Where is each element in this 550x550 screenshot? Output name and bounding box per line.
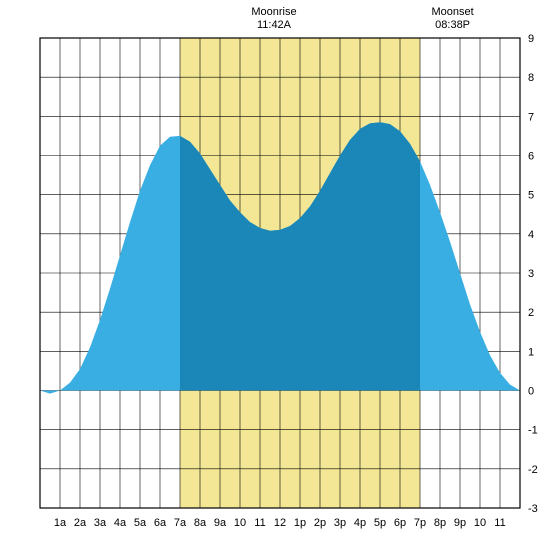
y-tick-label: 5	[528, 190, 534, 202]
tide-chart: Moonrise 11:42A Moonset 08:38P 1a2a3a4a5…	[0, 0, 550, 550]
x-tick-label: 5p	[374, 517, 386, 529]
x-tick-label: 7p	[414, 517, 426, 529]
x-tick-label: 6a	[154, 517, 167, 529]
y-tick-label: 0	[528, 386, 534, 398]
y-tick-label: -1	[528, 425, 538, 437]
y-tick-label: 3	[528, 268, 534, 280]
x-tick-label: 7a	[174, 517, 187, 529]
x-tick-label: 9p	[454, 517, 466, 529]
x-tick-label: 11	[494, 517, 505, 529]
y-tick-label: 1	[528, 346, 534, 358]
y-tick-label: 2	[528, 307, 534, 319]
y-tick-label: 7	[528, 111, 534, 123]
x-tick-label: 12	[274, 517, 286, 529]
y-tick-label: -3	[528, 503, 538, 515]
x-tick-label: 9a	[214, 517, 227, 529]
y-tick-label: 6	[528, 151, 534, 163]
x-tick-label: 10	[234, 517, 246, 529]
y-tick-label: 4	[528, 229, 534, 241]
x-tick-label: 5a	[134, 517, 147, 529]
chart-svg: 1a2a3a4a5a6a7a8a9a1011121p2p3p4p5p6p7p8p…	[0, 0, 550, 550]
x-tick-label: 1p	[294, 517, 306, 529]
x-tick-label: 6p	[394, 517, 406, 529]
x-tick-label: 4p	[354, 517, 366, 529]
moonrise-label: Moonrise 11:42A	[244, 6, 304, 32]
x-tick-label: 3p	[334, 517, 346, 529]
x-tick-label: 8a	[194, 517, 207, 529]
y-tick-label: -2	[528, 464, 538, 476]
moonset-label: Moonset 08:38P	[423, 6, 483, 32]
x-tick-label: 11	[254, 517, 265, 529]
x-tick-label: 8p	[434, 517, 446, 529]
y-tick-label: 9	[528, 33, 534, 45]
x-tick-label: 2a	[74, 517, 87, 529]
x-tick-label: 2p	[314, 517, 326, 529]
x-tick-label: 1a	[54, 517, 67, 529]
x-tick-label: 10	[474, 517, 486, 529]
x-tick-label: 3a	[94, 517, 107, 529]
y-tick-label: 8	[528, 72, 534, 84]
x-tick-label: 4a	[114, 517, 127, 529]
